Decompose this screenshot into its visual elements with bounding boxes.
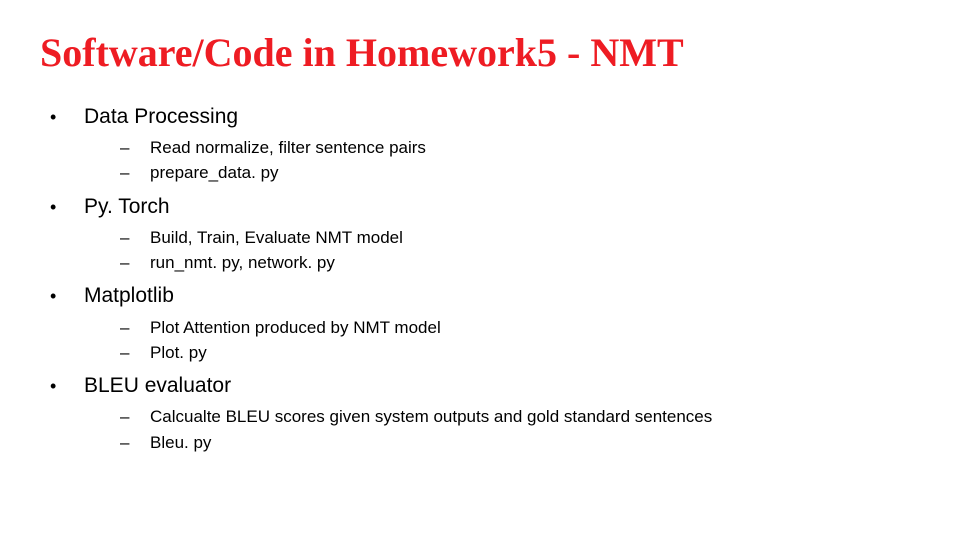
section-heading: Matplotlib xyxy=(84,283,174,308)
sub-item: – Bleu. py xyxy=(120,432,920,453)
dash-icon: – xyxy=(120,138,150,158)
dash-icon: – xyxy=(120,318,150,338)
bullet-row: • Data Processing xyxy=(50,104,920,129)
section-item: • Py. Torch – Build, Train, Evaluate NMT… xyxy=(50,194,920,274)
sub-item: – Plot. py xyxy=(120,342,920,363)
section-heading: Data Processing xyxy=(84,104,238,129)
sub-item: – prepare_data. py xyxy=(120,162,920,183)
dash-icon: – xyxy=(120,228,150,248)
bullet-icon: • xyxy=(50,197,84,218)
bullet-row: • Matplotlib xyxy=(50,283,920,308)
main-bullet-list: • Data Processing – Read normalize, filt… xyxy=(40,104,920,453)
dash-icon: – xyxy=(120,407,150,427)
sub-text: Bleu. py xyxy=(150,432,211,453)
sub-list: – Read normalize, filter sentence pairs … xyxy=(50,137,920,184)
section-heading: Py. Torch xyxy=(84,194,170,219)
section-item: • Matplotlib – Plot Attention produced b… xyxy=(50,283,920,363)
sub-text: run_nmt. py, network. py xyxy=(150,252,335,273)
sub-item: – Read normalize, filter sentence pairs xyxy=(120,137,920,158)
slide-title: Software/Code in Homework5 - NMT xyxy=(40,30,920,76)
sub-item: – Plot Attention produced by NMT model xyxy=(120,317,920,338)
dash-icon: – xyxy=(120,253,150,273)
sub-list: – Plot Attention produced by NMT model –… xyxy=(50,317,920,364)
bullet-row: • BLEU evaluator xyxy=(50,373,920,398)
dash-icon: – xyxy=(120,163,150,183)
section-item: • BLEU evaluator – Calcualte BLEU scores… xyxy=(50,373,920,453)
sub-text: Plot. py xyxy=(150,342,207,363)
bullet-icon: • xyxy=(50,376,84,397)
bullet-row: • Py. Torch xyxy=(50,194,920,219)
sub-item: – Build, Train, Evaluate NMT model xyxy=(120,227,920,248)
bullet-icon: • xyxy=(50,286,84,307)
sub-text: Calcualte BLEU scores given system outpu… xyxy=(150,406,712,427)
sub-text: Read normalize, filter sentence pairs xyxy=(150,137,426,158)
dash-icon: – xyxy=(120,343,150,363)
sub-list: – Calcualte BLEU scores given system out… xyxy=(50,406,920,453)
sub-list: – Build, Train, Evaluate NMT model – run… xyxy=(50,227,920,274)
sub-item: – Calcualte BLEU scores given system out… xyxy=(120,406,920,427)
sub-text: Build, Train, Evaluate NMT model xyxy=(150,227,403,248)
section-heading: BLEU evaluator xyxy=(84,373,231,398)
sub-item: – run_nmt. py, network. py xyxy=(120,252,920,273)
slide-container: Software/Code in Homework5 - NMT • Data … xyxy=(0,0,960,540)
dash-icon: – xyxy=(120,433,150,453)
sub-text: Plot Attention produced by NMT model xyxy=(150,317,441,338)
section-item: • Data Processing – Read normalize, filt… xyxy=(50,104,920,184)
sub-text: prepare_data. py xyxy=(150,162,279,183)
bullet-icon: • xyxy=(50,107,84,128)
